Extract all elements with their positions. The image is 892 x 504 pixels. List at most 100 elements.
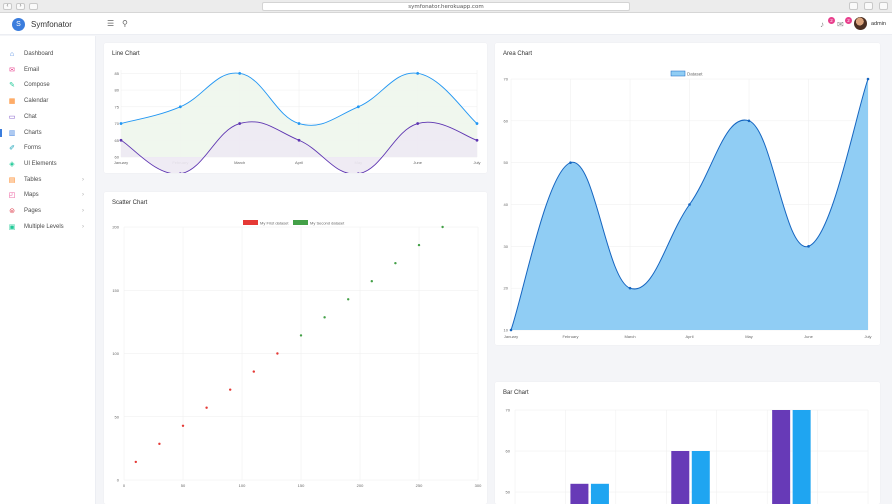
email-icon: ✉ [9,66,15,74]
data-point [178,105,182,109]
chevron-right-icon: › [82,208,84,214]
sidebar-item-ui-elements[interactable]: ◈ UI Elements [0,157,96,171]
multiple-levels-icon: ▣ [8,223,16,231]
y-tick-label: 70 [506,408,511,413]
sidebar-item-maps[interactable]: ◰ Maps › [0,188,96,202]
area-chart: 10 20 30 40 50 60 70 January February March April M… [504,70,872,339]
data-point [688,203,691,206]
browser-back-button[interactable]: ‹ [3,3,12,10]
sidebar-item-label: Pages [24,208,42,214]
data-point [356,105,360,109]
y-tick-label: 70 [504,77,509,82]
x-tick-label: February [562,334,578,339]
share-icon[interactable] [849,2,858,10]
line-chart-title: Line Chart [112,51,140,57]
browser-forward-button[interactable]: › [16,3,25,10]
sidebar-item-forms[interactable]: ✐ Forms [0,141,96,155]
sidebar-item-label: Email [24,66,40,73]
data-point [747,119,751,123]
y-tick-label: 80 [115,88,120,93]
x-tick-label: 100 [239,483,246,488]
chevron-right-icon: › [82,176,84,183]
notifications-button[interactable]: ♪ 2 [820,17,835,30]
sidebar-item-tables[interactable]: ▤ Tables › [0,173,96,187]
data-point [119,122,123,125]
series-area [121,121,477,173]
bar [691,451,710,504]
scatter-chart-card: Scatter Chart 0 50 100 150 200 0 50 100 150 200 25… [104,192,487,504]
data-point [416,71,420,75]
brand-name[interactable]: Symfonator [31,20,72,29]
sidebar-toggle-icon[interactable] [29,3,38,10]
x-tick-label: May [745,334,753,339]
data-point [509,328,513,332]
search-icon[interactable]: ⚲ [122,19,128,28]
data-point [475,138,479,142]
data-point [416,122,420,125]
menu-toggle-icon[interactable]: ☰ [107,19,115,28]
sidebar-item-pages[interactable]: ⊜ Pages › [0,204,96,218]
legend-label: My Second dataset [310,220,345,225]
tabs-icon[interactable] [864,2,873,10]
sidebar-item-label: Chat [24,113,37,120]
user-name[interactable]: admin [871,21,886,27]
sidebar-item-charts[interactable]: ▥ Charts [0,126,96,140]
data-point [205,406,208,409]
messages-button[interactable]: ✉ 2 [837,17,852,30]
data-point [866,77,870,81]
chart-icon: ▥ [8,129,16,137]
chevron-right-icon: › [82,223,84,230]
data-point [179,172,182,173]
address-bar[interactable]: symfonator.herokuapp.com [262,2,630,11]
message-badge: 2 [845,17,852,24]
y-tick-label: 60 [115,155,120,160]
chat-icon: ▭ [8,113,16,121]
x-tick-label: April [295,160,303,165]
sidebar-item-label: Dashboard [24,51,54,57]
new-tab-icon[interactable] [879,2,888,10]
data-point [252,370,255,373]
data-point [238,122,242,125]
data-point [441,225,444,229]
data-point [323,316,326,319]
scatter-chart-title: Scatter Chart [112,200,148,206]
scatter-chart: 0 50 100 150 200 0 50 100 150 200 250 300 My First d… [112,220,482,488]
sidebar-item-chat[interactable]: ▭ Chat [0,110,96,124]
data-point [297,138,301,142]
chevron-right-icon: › [82,192,84,199]
message-icon: ✉ [837,20,844,29]
bar-chart-title: Bar Chart [503,390,529,396]
y-tick-label: 10 [504,328,509,333]
brand-logo[interactable]: S [12,18,25,31]
top-navbar: S Symfonator ☰ ⚲ ♪ 2 ✉ 2 admin [0,13,892,35]
maps-icon: ◰ [8,192,16,200]
data-point [134,460,137,464]
sidebar-item-email[interactable]: ✉ Email [0,63,96,77]
data-point [569,161,572,164]
x-tick-label: June [413,160,422,165]
data-point [297,122,301,125]
x-tick-label: March [624,334,635,339]
browser-toolbar: ‹ › symfonator.herokuapp.com [0,0,892,13]
y-tick-label: 60 [506,449,511,454]
x-tick-label: July [864,334,871,339]
data-point [347,298,350,301]
y-tick-label: 65 [115,138,120,143]
bar [570,483,589,504]
y-tick-label: 75 [115,104,120,109]
line-chart: 606570758085JanuaryFebruaryMarchAprilMay… [114,70,481,173]
sidebar-item-calendar[interactable]: ▦ Calendar [0,94,96,108]
sidebar-item-multiple-levels[interactable]: ▣ Multiple Levels › [0,220,96,234]
avatar[interactable] [854,17,867,30]
y-tick-label: 30 [504,244,509,249]
legend-label: My First dataset [260,220,289,225]
data-point [158,442,161,446]
sidebar-item-label: Compose [24,82,50,89]
compose-icon: ✎ [9,82,15,90]
bar [590,483,609,504]
sidebar-item-label: Tables [24,176,42,183]
sidebar-item-compose[interactable]: ✎ Compose [0,78,96,92]
sidebar-item-dashboard[interactable]: ⌂ Dashboard [0,47,96,61]
bar-chart: 50 60 70 [506,408,869,504]
data-point [238,71,242,75]
